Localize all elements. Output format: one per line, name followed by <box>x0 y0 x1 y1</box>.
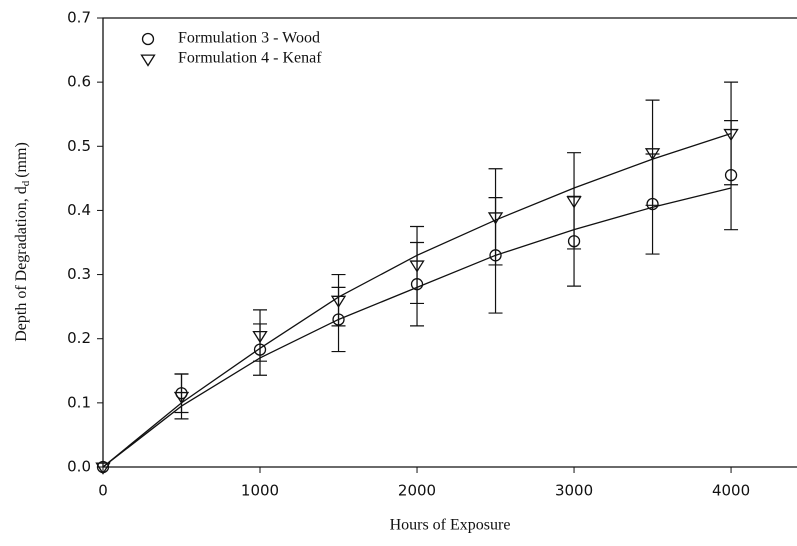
x-tick-label: 0 <box>98 482 108 500</box>
x-tick-label: 4000 <box>712 482 750 500</box>
y-tick-label: 0.7 <box>67 9 91 27</box>
y-axis-label: Depth of Degradation, dd (mm) <box>13 142 32 342</box>
y-label-unit: (mm) <box>13 142 30 178</box>
y-tick-label: 0.5 <box>67 137 91 155</box>
legend-label: Formulation 3 - Wood <box>178 30 320 47</box>
y-tick-label: 0.0 <box>67 458 91 476</box>
error-bar <box>174 373 189 420</box>
error-bar <box>488 168 503 266</box>
error-bar <box>567 152 582 250</box>
y-tick-label: 0.6 <box>67 73 91 91</box>
y-tick-label: 0.4 <box>67 201 91 219</box>
y-label-sub: d <box>20 180 32 186</box>
x-axis-label: Hours of Exposure <box>390 517 511 534</box>
plot-frame <box>102 17 797 468</box>
data-point <box>723 128 739 142</box>
x-tick-label: 1000 <box>241 482 279 500</box>
error-bar <box>253 309 268 362</box>
data-point <box>566 196 582 209</box>
x-tick-label: 3000 <box>555 482 593 500</box>
y-tick-label: 0.3 <box>67 265 91 283</box>
data-point <box>487 212 504 225</box>
error-bar <box>724 81 739 186</box>
x-tick-label: 2000 <box>398 482 436 500</box>
data-point <box>95 462 111 475</box>
error-bar <box>645 99 660 206</box>
data-point <box>644 148 661 161</box>
error-bar <box>331 273 346 327</box>
data-point <box>330 295 347 308</box>
data-point <box>173 391 190 405</box>
y-tick-label: 0.1 <box>67 393 91 411</box>
y-label-main: Depth of Degradation, d <box>13 186 30 342</box>
data-point <box>409 260 425 273</box>
legend-label: Formulation 4 - Kenaf <box>178 50 322 67</box>
error-bar <box>410 225 425 305</box>
data-point <box>252 330 268 344</box>
y-tick-label: 0.2 <box>67 329 91 347</box>
legend-marker <box>140 54 156 67</box>
legend-marker <box>141 32 155 46</box>
